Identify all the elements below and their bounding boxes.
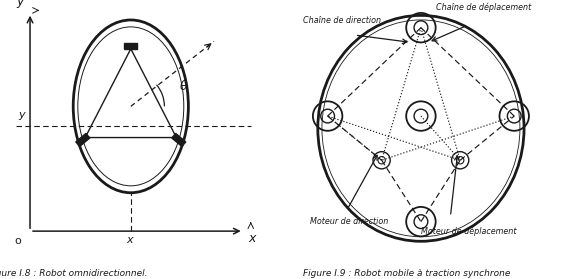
Text: $x$: $x$ <box>249 232 258 245</box>
Text: Chaîne de direction: Chaîne de direction <box>303 16 381 25</box>
Text: $x$: $x$ <box>127 235 135 245</box>
Polygon shape <box>172 133 186 146</box>
Text: o: o <box>15 236 21 246</box>
Text: Figure I.9 : Robot mobile à traction synchrone: Figure I.9 : Robot mobile à traction syn… <box>303 269 511 278</box>
Polygon shape <box>124 43 137 49</box>
Text: Moteur de direction: Moteur de direction <box>310 217 389 226</box>
Text: Moteur de déplacement: Moteur de déplacement <box>421 227 516 236</box>
Text: $y$: $y$ <box>15 0 25 10</box>
Polygon shape <box>76 133 90 146</box>
Text: Figure I.8 : Robot omnidirectionnel.: Figure I.8 : Robot omnidirectionnel. <box>0 269 147 278</box>
Text: Chaîne de déplacement: Chaîne de déplacement <box>436 3 531 13</box>
Text: $y$: $y$ <box>18 110 27 122</box>
Text: $\theta$: $\theta$ <box>179 79 188 93</box>
